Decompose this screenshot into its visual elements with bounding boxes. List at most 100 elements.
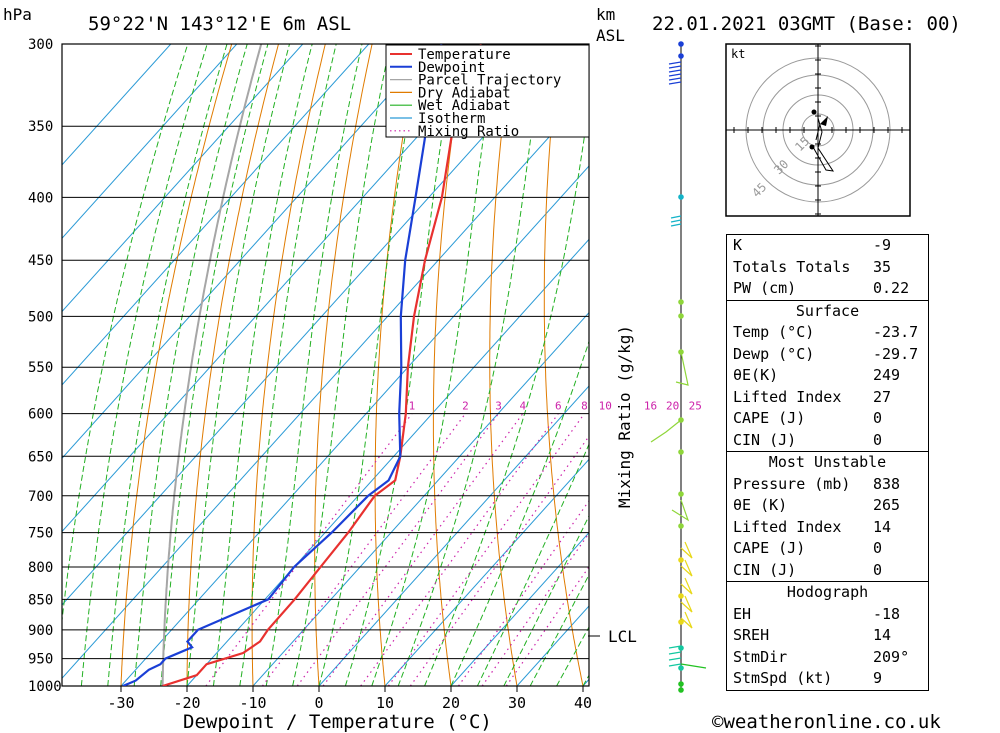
wind-barb [670,219,682,223]
hpa-unit-label: hPa [3,5,32,24]
wet-adiabat-line [62,44,189,625]
isotherm-line [62,44,436,459]
index-row: PW (cm) 0.22 [727,278,928,300]
index-value: 0.22 [873,279,910,297]
wind-barb [668,61,682,65]
index-value: 249 [873,366,901,384]
index-value: 0 [873,430,883,449]
wind-barb [680,577,693,595]
mixing-ratio-tick-label: 16 [644,400,657,413]
index-row: Temp (°C) -23.7 [727,322,928,344]
wind-barb [670,215,682,219]
index-value: 14 [873,517,892,536]
wind-barb [671,499,690,522]
index-row: CAPE (J) 0 [727,408,928,430]
isotherm-line [62,91,589,679]
pressure-tick-label: 950 [28,652,53,668]
most-unstable-indices: Pressure (mb) 838 θE (K) 265 Lifted Index 14 C… [727,474,928,582]
mixing-ratio-line [205,413,413,686]
mixing-ratio-tick-label: 10 [599,400,612,413]
index-value: 14 [873,626,892,644]
pressure-tick-label: 400 [28,190,53,206]
wet-adiabat-line [292,44,391,686]
index-label: Pressure (mb) [733,474,851,493]
wind-barb [650,419,682,443]
index-label: StmSpd (kt) [733,669,833,687]
index-row: CIN (J) 0 [727,430,928,452]
isotherm-line [252,311,589,686]
wind-level-dot [678,53,684,59]
pressure-tick-label: 800 [28,560,53,576]
index-value: -18 [873,604,901,623]
wind-barb [680,559,693,577]
wind-barb [668,65,682,69]
pressure-tick-label: 1000 [28,679,62,695]
index-value: 27 [873,387,892,406]
index-row: CIN (J) 0 [727,560,928,582]
temperature-tick-label: 40 [574,694,592,712]
wind-barb [668,651,682,655]
asl-unit-label: ASL [596,26,625,45]
index-row: Lifted Index 27 [727,387,928,409]
wind-barb [668,645,682,649]
wind-barb [675,351,689,386]
temperature-tick-label: -10 [239,694,266,712]
isotherm-line [318,385,589,686]
index-value: 0 [873,539,883,557]
temperature-axis-labels: -30 -20 -10 0 10 20 30 40 [107,686,592,712]
mixing-ratio-line [505,565,589,686]
index-row: K -9 [727,235,928,257]
dry-adiabat-line [934,44,1000,686]
wind-level-dot [678,194,684,200]
isotherm-line [450,531,589,686]
dewpoint-profile-line [122,44,443,686]
pressure-tick-label: 300 [28,37,53,53]
hodograph-trace [812,117,835,172]
legend-label: Mixing Ratio [418,124,519,140]
basic-indices: K -9 Totals Totals 35 PW (cm) 0.22 [727,235,928,300]
index-value: -23.7 [873,323,919,341]
index-label: Lifted Index [733,517,842,536]
wind-level-dot [678,313,684,319]
wind-barb [670,223,682,227]
index-row: θE(K) 249 [727,365,928,387]
index-value: 265 [873,496,901,514]
wet-adiabat-line [80,44,208,686]
hodograph-point [809,144,815,150]
hodograph-unit-label: kt [731,47,745,61]
wind-level-dot [678,299,684,305]
index-row: EH -18 [727,604,928,626]
dry-adiabat-line [543,44,584,686]
legend-box [385,44,590,138]
hodograph-indices: EH -18 SREH 14 StmDir 209° StmSpd (kt) 9 [727,604,928,690]
wind-barb [668,663,682,667]
isotherm-line [62,44,304,313]
mixing-ratio-tick-label: 6 [555,400,562,413]
pressure-tick-label: 650 [28,449,53,465]
isotherm-line [62,44,238,239]
wind-column [588,41,707,693]
wind-level-dot [678,687,684,693]
index-row: CAPE (J) 0 [727,538,928,560]
wind-barb [680,541,693,559]
isotherm-line [62,44,370,386]
index-label: CIN (J) [733,560,797,579]
index-label: θE (K) [733,496,788,514]
temperature-tick-label: -30 [107,694,134,712]
mixing-ratio-labels: 1 2 3 4 6 8 10 16 20 25 [409,400,702,413]
wind-barb [668,77,682,81]
datetime-label: 22.01.2021 03GMT (Base: 00) [652,13,961,35]
wet-adiabat-line [529,573,589,686]
mixing-ratio-line [322,413,524,686]
wind-barb [680,663,707,669]
mixing-ratio-axis-label: Mixing Ratio (g/kg) [615,325,634,508]
temperature-tick-label: 30 [508,694,526,712]
index-label: CAPE (J) [733,409,806,427]
wind-level-dot [678,593,684,599]
most-unstable-title: Most Unstable [768,453,887,471]
temperature-tick-label: 0 [314,694,323,712]
legend-label: Parcel Trajectory [418,73,561,89]
wet-adiabat-line [212,44,313,686]
